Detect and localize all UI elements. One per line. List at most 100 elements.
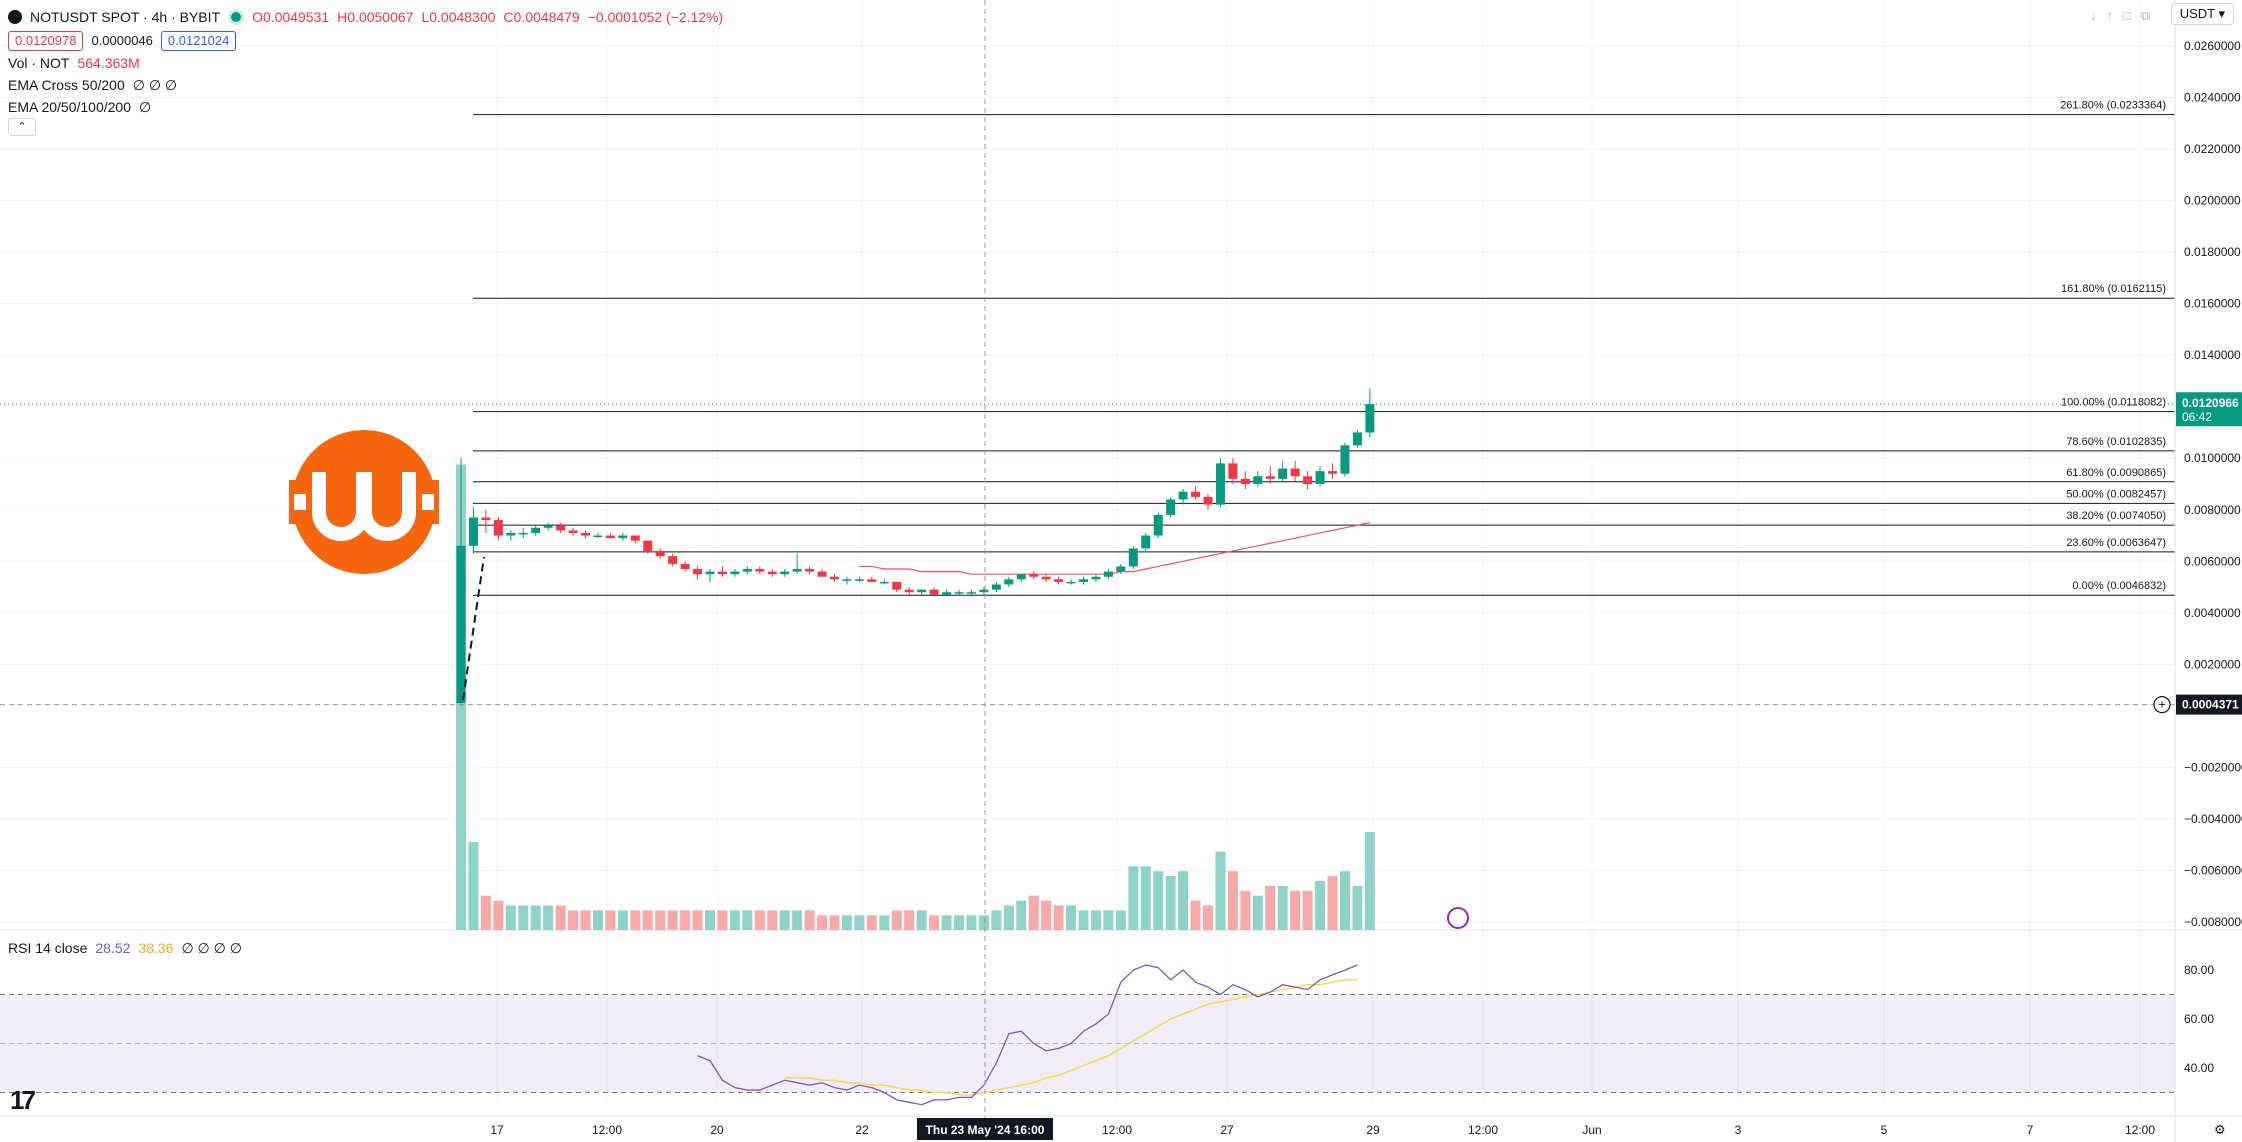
candle-body (917, 589, 927, 593)
crosshair-time-tag (917, 1118, 1053, 1140)
price-axis-tick: 0.0160000 (2184, 297, 2241, 311)
price-axis-tick: 0.0200000 (2184, 194, 2241, 208)
candle-body (1191, 491, 1201, 497)
settings-icon: ⚙ (2214, 1122, 2226, 1137)
volume-bar (1327, 876, 1338, 930)
volume-bar (929, 915, 940, 930)
crosshair-price-tag (2176, 694, 2242, 715)
move-down-icon[interactable]: ↓ (2090, 8, 2097, 23)
symbol-label[interactable]: NOTUSDT SPOT · 4h · BYBIT (30, 9, 221, 25)
candle-body (543, 525, 553, 528)
volume-bar (1302, 890, 1313, 930)
ema-cross-name: EMA Cross 50/200 (8, 77, 125, 93)
price-axis-tick: 0.0020000 (2184, 657, 2241, 671)
ema-multi-indicator[interactable]: EMA 20/50/100/200 ∅ (8, 96, 723, 118)
candle-body (693, 569, 703, 575)
candle-body (1265, 476, 1275, 479)
volume-bar (792, 910, 803, 930)
price-axis-tick: 0.0060000 (2184, 554, 2241, 568)
candle-body (593, 535, 603, 538)
ema-cross-indicator[interactable]: EMA Cross 50/200 ∅ ∅ ∅ (8, 74, 723, 96)
volume-bar (580, 910, 591, 930)
price-axis-tick: 0.0260000 (2184, 39, 2241, 53)
candle-body (1041, 576, 1051, 580)
ohlc-low: L0.0048300 (421, 9, 496, 25)
volume-bar (1016, 900, 1027, 930)
currency-label: USDT (2179, 6, 2215, 21)
candle-body (493, 520, 503, 536)
add-alert-plus: + (2158, 697, 2166, 712)
fib-level-label: 0.00% (0.0046832) (2072, 580, 2166, 592)
volume-bar (1153, 871, 1164, 930)
candle-body (531, 527, 541, 533)
volume-bar (592, 910, 603, 930)
tradingview-logo[interactable]: 17 (10, 1085, 36, 1115)
volume-bar (1190, 900, 1201, 930)
price-axis-tick: −0.0080000 (2184, 915, 2242, 929)
candle-body (605, 535, 615, 539)
sell-price-button[interactable]: 0.0120978 (8, 31, 84, 51)
candle-body (668, 556, 678, 564)
volume-bar (866, 915, 877, 930)
candle-body (456, 545, 466, 703)
time-axis-tick: 5 (1881, 1123, 1888, 1137)
candle-body (643, 540, 653, 551)
volume-bar (1078, 910, 1089, 930)
volume-bar (966, 915, 977, 930)
buy-price-button[interactable]: 0.0121024 (160, 31, 237, 51)
rsi-axis-tick: 80.00 (2184, 963, 2214, 977)
candle-body (630, 535, 640, 541)
currency-selector[interactable]: USDT ▾ (2170, 3, 2234, 25)
volume-bar (1277, 885, 1288, 930)
restore-icon[interactable]: ⧉ (2140, 8, 2151, 23)
maximize-icon[interactable]: □ (2123, 8, 2131, 23)
market-status-icon (228, 9, 245, 25)
volume-bar (667, 910, 678, 930)
crosshair-price-label: 0.0004371 (2182, 698, 2239, 712)
candle-body (1128, 548, 1138, 567)
volume-bar (754, 910, 765, 930)
candle-body (1178, 491, 1188, 500)
add-alert-icon (2153, 696, 2171, 714)
volume-bar (480, 895, 491, 930)
price-axis-tick: −0.0020000 (2184, 760, 2242, 774)
volume-bar (1090, 910, 1101, 930)
fib-level-label: 61.80% (0.0090865) (2066, 467, 2166, 479)
ema-multi-name: EMA 20/50/100/200 (8, 99, 131, 115)
rsi-axis-tick: 40.00 (2184, 1061, 2214, 1075)
price-axis-tick: 0.0100000 (2184, 451, 2241, 465)
time-axis-tick: 12:00 (592, 1123, 622, 1137)
candle-body (1215, 463, 1225, 505)
collapse-legend-button[interactable]: ⌃ (8, 118, 36, 136)
crosshair-time-label: Thu 23 May '24 16:00 (926, 1123, 1045, 1137)
candle-body (1315, 471, 1325, 484)
candle-body (568, 530, 578, 533)
volume-bar (1140, 866, 1151, 930)
time-axis-tick: 12:00 (2125, 1123, 2155, 1137)
rsi-ma-line (784, 979, 1358, 1096)
time-axis-tick: 20 (710, 1123, 724, 1137)
volume-bar (1339, 871, 1350, 930)
volume-bar (1103, 910, 1114, 930)
volume-bar (705, 910, 715, 930)
candle-body (1054, 579, 1064, 582)
symbol-icon (8, 10, 22, 24)
volume-bar (1364, 832, 1375, 930)
volume-bar (1252, 895, 1263, 930)
bid-ask-row: 0.0120978 0.0000046 0.0121024 (8, 30, 723, 52)
fib-level-label: 38.20% (0.0074050) (2066, 510, 2166, 522)
candle-body (805, 569, 815, 572)
fib-level-label: 23.60% (0.0063647) (2066, 537, 2166, 549)
ohlc-close: C0.0048479 (503, 9, 580, 25)
pane-controls: ↓ ↑ □ ⧉ (2090, 8, 2150, 24)
volume-bar (1290, 890, 1301, 930)
move-up-icon[interactable]: ↑ (2106, 8, 2114, 23)
candle-body (755, 569, 765, 572)
candle-body (1066, 581, 1076, 584)
ohlc-open: O0.0049531 (252, 9, 330, 25)
price-axis-tick: 0.0140000 (2184, 348, 2241, 362)
volume-bar (978, 915, 989, 930)
vol-indicator[interactable]: Vol · NOT 564.363M (8, 52, 723, 74)
rsi-legend[interactable]: RSI 14 close 28.52 38.36 ∅ ∅ ∅ ∅ (8, 940, 242, 957)
